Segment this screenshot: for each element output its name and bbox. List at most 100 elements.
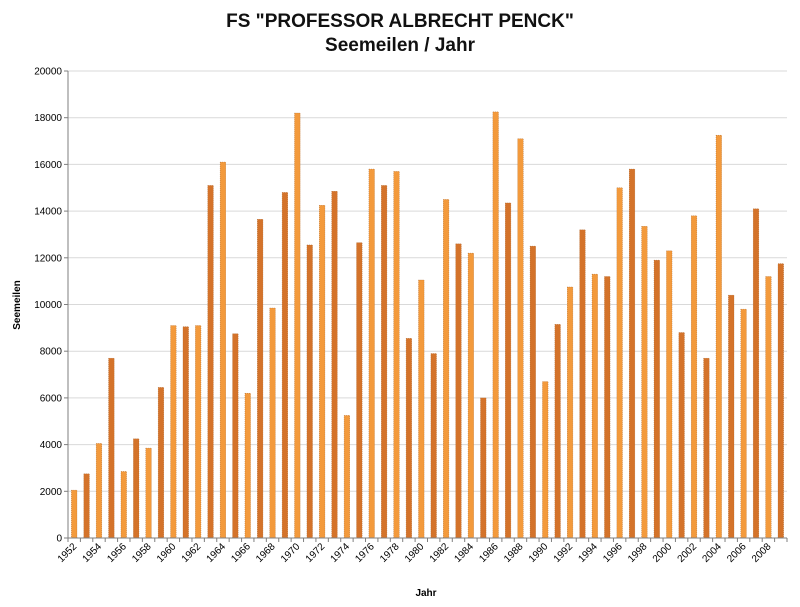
bar <box>604 276 611 539</box>
x-tick-label: 2008 <box>750 541 774 565</box>
x-tick-label: 1972 <box>304 541 328 565</box>
x-tick-label: 1954 <box>81 541 105 565</box>
bar <box>443 199 450 539</box>
bar <box>480 397 487 539</box>
bar <box>418 279 425 539</box>
chart-title: FS "PROFESSOR ALBRECHT PENCK" <box>226 11 574 32</box>
bar <box>455 243 462 539</box>
x-tick-label: 1962 <box>180 541 204 565</box>
x-tick-label: 1968 <box>254 541 278 565</box>
bar <box>666 250 673 539</box>
x-tick-label: 1988 <box>502 541 526 565</box>
x-tick-label: 1978 <box>378 541 402 565</box>
bar <box>641 226 648 539</box>
bar <box>505 202 512 539</box>
x-tick-label: 1974 <box>329 541 353 565</box>
bar <box>232 333 239 539</box>
x-tick-label: 1952 <box>56 541 80 565</box>
bar <box>294 112 301 539</box>
bar <box>591 273 598 539</box>
bar <box>71 489 78 539</box>
y-tick-label: 12000 <box>34 253 62 264</box>
bar <box>529 245 536 539</box>
y-axis-label: Seemeilen <box>12 280 23 329</box>
x-tick-label: 1984 <box>452 541 476 565</box>
bar <box>319 205 326 539</box>
x-tick-label: 1956 <box>105 541 129 565</box>
bar <box>306 244 313 539</box>
bar <box>157 387 164 539</box>
bar <box>616 187 623 539</box>
y-tick-label: 14000 <box>34 207 62 218</box>
x-tick-label: 2000 <box>651 541 675 565</box>
x-tick-label: 1998 <box>626 541 650 565</box>
y-tick-label: 10000 <box>34 300 62 311</box>
x-tick-label: 1966 <box>229 541 253 565</box>
bar <box>120 471 127 539</box>
bar <box>170 325 177 539</box>
y-tick-label: 16000 <box>34 160 62 171</box>
bar <box>281 192 288 539</box>
bars <box>71 111 784 539</box>
bar <box>343 415 350 539</box>
bar <box>244 393 251 539</box>
bar <box>393 171 400 539</box>
y-tick-label: 20000 <box>34 67 62 78</box>
axes <box>64 70 788 542</box>
bar <box>740 308 747 539</box>
bar <box>331 191 338 539</box>
bar <box>95 443 102 539</box>
chart-title-block: FS "PROFESSOR ALBRECHT PENCK" Seemeilen … <box>0 10 800 58</box>
x-tick-label: 1976 <box>353 541 377 565</box>
x-tick-label: 2004 <box>700 541 724 565</box>
bar <box>182 326 189 539</box>
bar <box>405 338 412 539</box>
chart-subtitle: Seemeilen / Jahr <box>325 35 475 56</box>
bar <box>554 324 561 539</box>
y-tick-label: 4000 <box>40 440 63 451</box>
x-tick-label: 1982 <box>428 541 452 565</box>
bar <box>629 168 636 539</box>
bar <box>219 161 226 539</box>
bar <box>145 447 152 539</box>
bar <box>492 111 499 539</box>
bar <box>777 263 784 539</box>
bar <box>542 381 549 539</box>
bar <box>715 135 722 539</box>
bar <box>356 242 363 539</box>
x-axis-label: Jahr <box>415 588 436 599</box>
x-tick-label: 1960 <box>155 541 179 565</box>
bar <box>195 325 202 539</box>
bar <box>368 168 375 539</box>
y-tick-label: 6000 <box>40 393 63 404</box>
y-tick-label: 2000 <box>40 487 63 498</box>
bar <box>691 215 698 539</box>
bar <box>207 185 214 539</box>
y-tick-label: 0 <box>56 534 62 545</box>
bar <box>678 332 685 539</box>
bar <box>269 307 276 539</box>
bar <box>83 473 90 539</box>
bar <box>517 138 524 539</box>
y-tick-labels: 0 2000 4000 6000 8000 10000 12000 14000 16000 180… <box>34 67 62 545</box>
bar <box>765 276 772 539</box>
bar <box>133 438 140 539</box>
bar <box>430 353 437 539</box>
x-tick-labels: 1952 1954 1956 1958 1960 1962 1964 1966 1968 1970… <box>56 541 774 565</box>
x-tick-label: 1970 <box>279 541 303 565</box>
x-tick-label: 1994 <box>576 541 600 565</box>
bar <box>728 294 735 539</box>
bar <box>381 185 388 539</box>
x-tick-label: 1958 <box>130 541 154 565</box>
bar <box>579 229 586 539</box>
y-tick-label: 18000 <box>34 113 62 124</box>
x-tick-label: 1964 <box>205 541 229 565</box>
bar <box>653 259 660 539</box>
x-tick-label: 1992 <box>552 541 576 565</box>
x-tick-label: 1986 <box>477 541 501 565</box>
x-tick-label: 2006 <box>725 541 749 565</box>
bar <box>567 286 574 539</box>
bar <box>108 358 115 539</box>
y-tick-label: 8000 <box>40 347 63 358</box>
